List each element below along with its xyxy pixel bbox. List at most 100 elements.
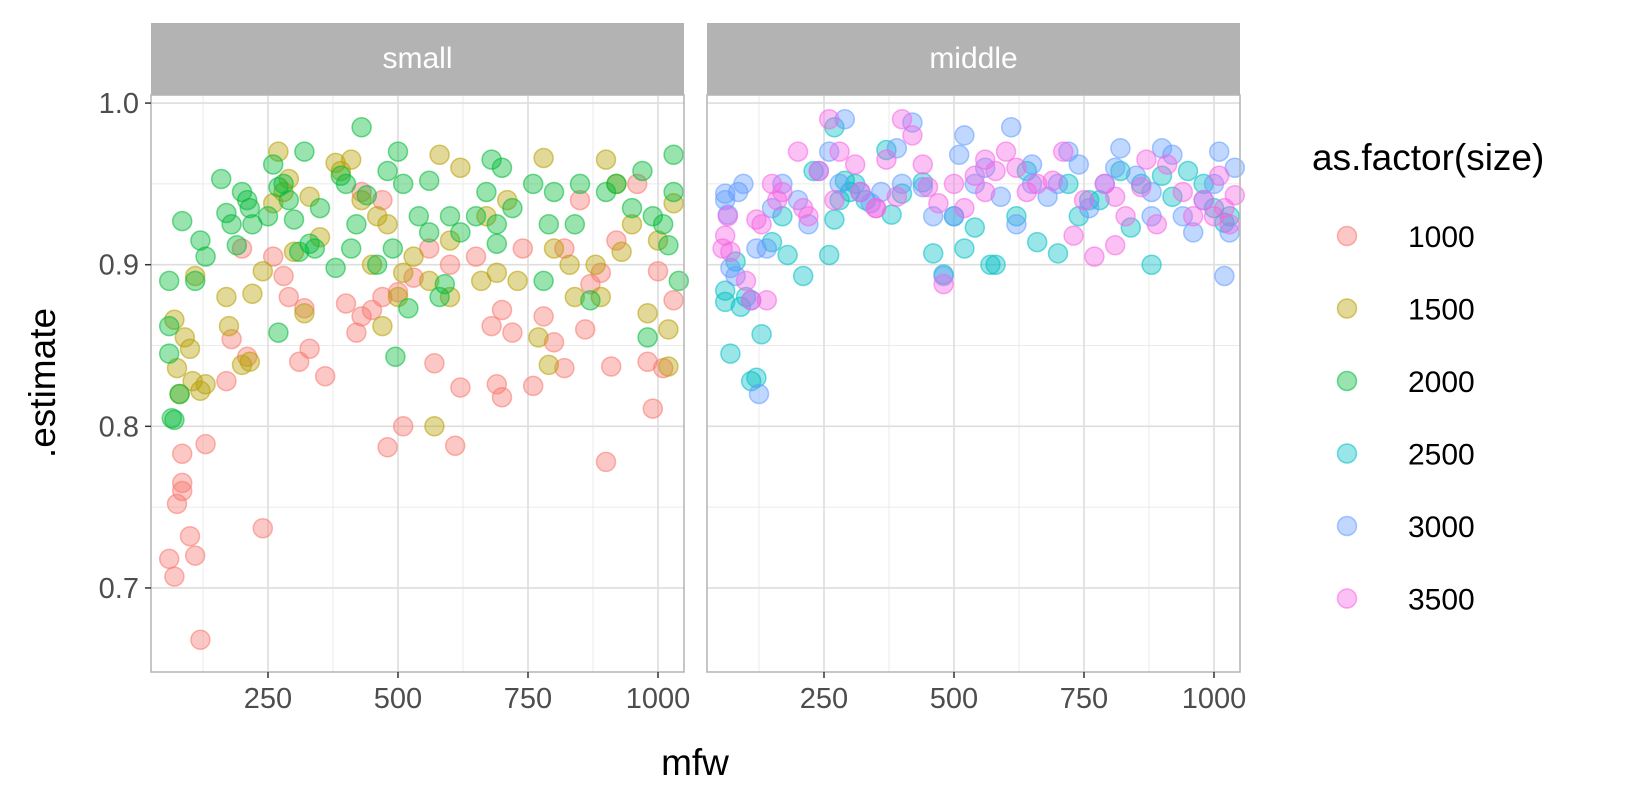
data-point-2500 (1177, 160, 1199, 182)
y-tick-label: 0.9 (99, 250, 139, 282)
data-point-3500 (876, 149, 897, 170)
data-point-1000 (273, 265, 294, 287)
data-point-3000 (733, 173, 754, 195)
data-point-1500 (559, 254, 580, 275)
data-point-3500 (1224, 184, 1246, 206)
data-point-3500 (954, 197, 975, 219)
data-point-2500 (985, 254, 1006, 275)
legend-label-3500: 3500 (1408, 584, 1475, 617)
data-point-1000 (595, 451, 617, 473)
data-point-3000 (1151, 138, 1173, 159)
data-point-1500 (647, 230, 669, 251)
data-point-3500 (1156, 154, 1178, 175)
data-point-3500 (891, 108, 913, 130)
data-point-2000 (564, 214, 586, 235)
data-point-1000 (600, 356, 622, 377)
data-point-1500 (637, 302, 658, 324)
data-point-2500 (1089, 189, 1110, 211)
data-point-2000 (351, 117, 372, 138)
data-point-3000 (829, 173, 850, 195)
data-point-1500 (195, 374, 216, 395)
data-point-3000 (1068, 154, 1090, 175)
legend-label-2500: 2500 (1408, 439, 1475, 472)
data-point-3500 (985, 160, 1006, 182)
data-point-1500 (268, 141, 289, 162)
data-point-3500 (1182, 205, 1204, 227)
data-point-2000 (195, 246, 216, 267)
legend-label-3000: 3000 (1408, 511, 1475, 544)
legend-key-1500 (1336, 298, 1358, 319)
legend-key-3500 (1336, 588, 1358, 609)
data-point-3500 (1136, 149, 1157, 170)
data-point-2000 (164, 409, 185, 431)
data-point-2500 (720, 343, 741, 364)
data-point-2000 (288, 241, 310, 263)
legend-key-1000 (1336, 225, 1358, 247)
data-point-1000 (663, 290, 684, 311)
data-point-3500 (974, 149, 996, 170)
data-point-3500 (995, 141, 1017, 162)
panel-background (151, 95, 684, 672)
points-middle (712, 108, 1246, 405)
data-point-2500 (1058, 173, 1079, 195)
data-point-3500 (1042, 170, 1064, 191)
data-point-2000 (439, 205, 461, 227)
data-point-1500 (361, 254, 383, 275)
legend-label-1000: 1000 (1408, 221, 1475, 254)
data-point-1500 (340, 149, 362, 170)
data-point-2500 (1141, 254, 1162, 275)
data-point-3500 (751, 214, 772, 235)
data-point-3000 (1125, 165, 1147, 187)
data-point-1500 (184, 265, 206, 287)
data-point-2000 (621, 197, 643, 219)
data-point-3500 (1073, 189, 1095, 211)
data-point-1500 (403, 246, 424, 267)
data-point-2000 (569, 173, 591, 195)
data-point-3500 (1052, 141, 1074, 162)
data-point-2000 (216, 202, 237, 224)
data-point-1500 (538, 354, 560, 376)
data-point-3000 (1172, 205, 1194, 227)
data-point-1500 (543, 238, 565, 259)
data-point-2500 (818, 244, 840, 266)
data-point-1500 (611, 241, 632, 263)
data-point-3500 (824, 189, 845, 211)
data-point-3000 (954, 125, 975, 146)
data-point-2000 (652, 214, 674, 235)
data-point-2500 (1078, 189, 1100, 211)
data-point-2000 (385, 346, 406, 368)
data-point-1500 (564, 286, 586, 308)
data-point-2500 (824, 209, 845, 230)
data-point-1000 (626, 173, 648, 195)
data-point-3000 (990, 186, 1012, 208)
y-tick-label: 0.8 (99, 411, 139, 443)
data-point-1500 (294, 302, 315, 324)
data-point-3500 (829, 141, 850, 162)
data-point-3500 (886, 186, 908, 208)
data-point-3000 (1000, 117, 1022, 138)
data-point-1500 (174, 327, 196, 348)
data-point-2000 (533, 270, 554, 292)
data-point-3000 (725, 265, 746, 287)
legend-label-1500: 1500 (1408, 294, 1475, 327)
data-point-2000 (491, 157, 513, 178)
data-point-2000 (171, 210, 193, 232)
data-point-1000 (190, 629, 211, 650)
data-point-1000 (543, 332, 565, 353)
data-point-1000 (372, 286, 393, 308)
data-point-1000 (486, 374, 508, 395)
data-point-1000 (216, 370, 237, 392)
data-point-1000 (512, 238, 534, 259)
data-point-1000 (377, 437, 398, 458)
data-point-3500 (902, 125, 923, 146)
data-point-2000 (210, 168, 232, 190)
data-point-2000 (257, 205, 279, 227)
data-point-1500 (663, 193, 684, 214)
data-point-2000 (408, 205, 430, 227)
data-point-2000 (398, 298, 419, 319)
data-point-2000 (340, 238, 362, 259)
data-point-3500 (761, 173, 783, 195)
data-point-3500 (1016, 181, 1038, 203)
data-point-2000 (632, 160, 653, 182)
legend-label-2000: 2000 (1408, 366, 1475, 399)
